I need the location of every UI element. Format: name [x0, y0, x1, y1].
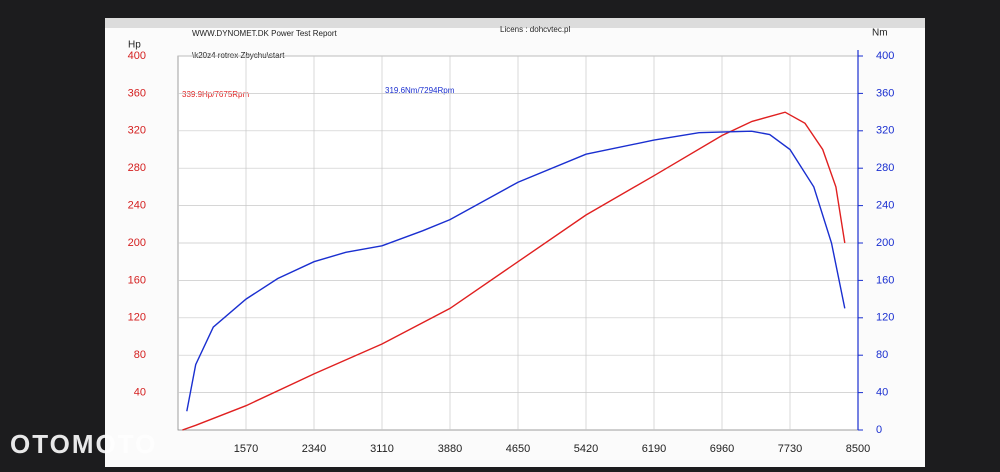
subtitle: \k20z4 rotrex Zbychu\start: [192, 51, 285, 60]
hp-peak-annotation: 339.9Hp/7675Rpm: [182, 90, 249, 99]
y-axis-label: Hp: [128, 40, 141, 51]
y-tick-label: 80: [134, 349, 146, 361]
x-tick-label: 3880: [438, 443, 462, 455]
y-tick-label: 40: [134, 387, 146, 399]
title-bar: [105, 18, 925, 28]
y-tick-label: 320: [128, 125, 146, 137]
series-line: [186, 130, 846, 412]
x-tick-label: 7730: [778, 443, 802, 455]
series-line: [182, 111, 846, 431]
y2-tick-label: 400: [876, 50, 894, 62]
y2-tick-label: 160: [876, 274, 894, 286]
y2-tick-label: 360: [876, 87, 894, 99]
y-tick-label: 280: [128, 162, 146, 174]
plot: 1570 2340 3110 3880 4650 5420 6190 6960 7730 8500…: [128, 50, 895, 455]
x-tick-label: 5420: [574, 443, 598, 455]
y-tick-label: 240: [128, 200, 146, 212]
y2-tick-label: 240: [876, 200, 894, 212]
y2-tick-label: 80: [876, 349, 888, 361]
x-tick-label: 1570: [234, 443, 258, 455]
y-tick-label: 120: [128, 312, 146, 324]
y-tick-label: 400: [128, 50, 146, 62]
x-tick-label: 3110: [370, 443, 394, 455]
y-tick-label: 160: [128, 274, 146, 286]
license: Licens : dohcvtec.pl: [500, 25, 570, 34]
y2-tick-label: 280: [876, 162, 894, 174]
y2-tick-label: 0: [876, 424, 882, 436]
y2-tick-label: 200: [876, 237, 894, 249]
x-tick-label: 6190: [642, 443, 666, 455]
x-tick-label: 6960: [710, 443, 734, 455]
watermark: OTOMOTO: [10, 429, 157, 459]
x-tick-label: 8500: [846, 443, 870, 455]
chart-title: WWW.DYNOMET.DK Power Test Report: [192, 29, 338, 38]
y2-tick-label: 320: [876, 125, 894, 137]
y-tick-label: 200: [128, 237, 146, 249]
nm-peak-annotation: 319.6Nm/7294Rpm: [385, 86, 455, 95]
x-tick-label: 4650: [506, 443, 530, 455]
x-tick-label: 2340: [302, 443, 326, 455]
y2-tick-label: 40: [876, 387, 888, 399]
y2-tick-label: 120: [876, 312, 894, 324]
y2-axis-label: Nm: [872, 28, 888, 39]
y-tick-label: 360: [128, 87, 146, 99]
